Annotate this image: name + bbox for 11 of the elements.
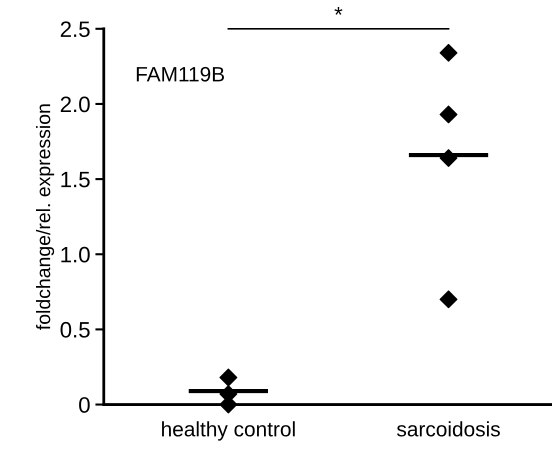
- x-tick-label: sarcoidosis: [397, 421, 500, 437]
- y-tick-label: 0: [79, 397, 90, 413]
- y-tick-label: 1.0: [61, 246, 90, 263]
- annotation: FAM119B: [136, 66, 224, 82]
- text: *: [334, 7, 342, 15]
- y-tick-label: 2.5: [60, 21, 90, 38]
- y-axis-title: foldchange/rel. expression: [36, 104, 54, 330]
- x-tick-label: healthy control: [162, 421, 295, 441]
- y-tick-label: 0.5: [60, 322, 90, 338]
- y-tick-label: 1.5: [61, 172, 90, 188]
- y-tick-label: 2.0: [60, 96, 90, 112]
